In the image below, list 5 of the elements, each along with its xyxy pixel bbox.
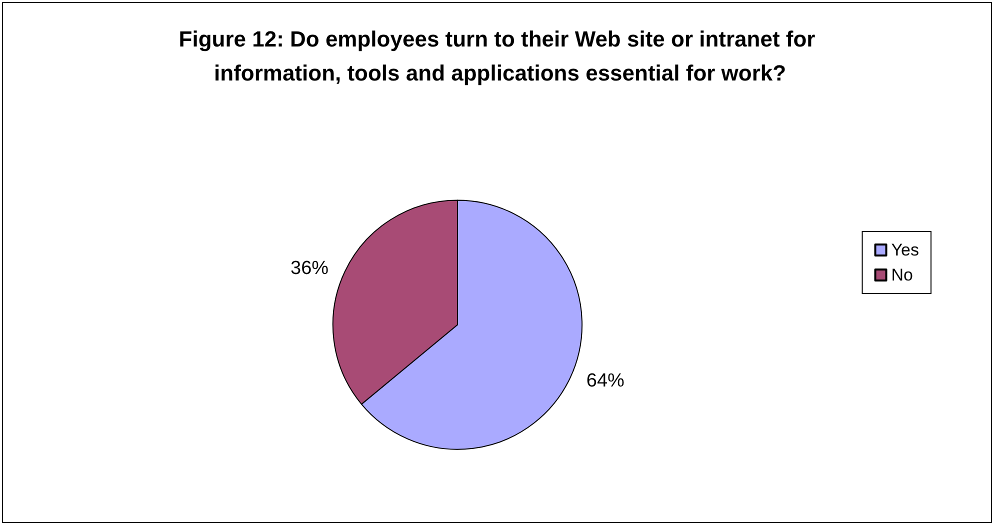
data-label: 36% [290, 258, 329, 279]
legend-label: Yes [891, 240, 919, 260]
legend-label: No [891, 266, 913, 284]
data-label: 64% [586, 370, 625, 392]
chart-title: Figure 12: Do employees turn to their Web site or intranet for information, tools and applications essential for work? [178, 26, 816, 86]
